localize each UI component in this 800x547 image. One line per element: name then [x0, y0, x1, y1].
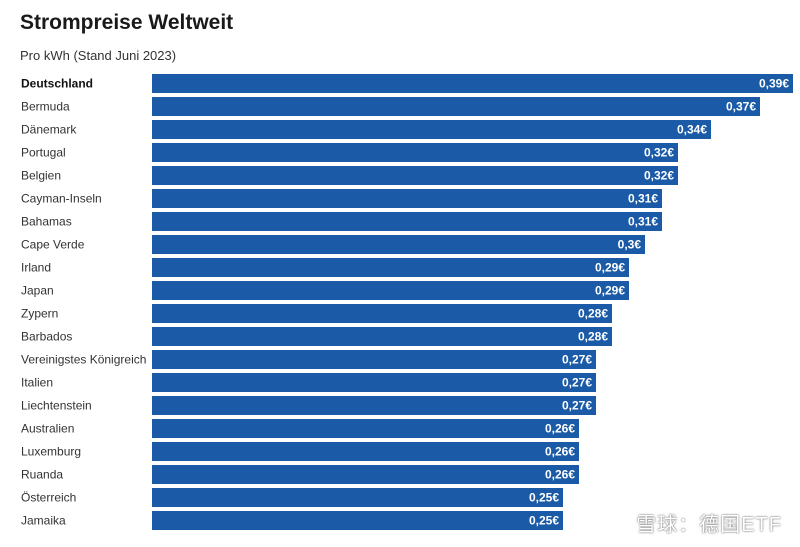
category-label: Irland — [21, 261, 51, 275]
bar — [152, 212, 662, 231]
category-label: Barbados — [21, 330, 72, 344]
value-label: 0,26€ — [545, 422, 575, 436]
value-label: 0,27€ — [562, 399, 592, 413]
category-label: Dänemark — [21, 123, 77, 137]
category-label: Australien — [21, 422, 74, 436]
bar — [152, 442, 579, 461]
bar — [152, 97, 760, 116]
category-label: Österreich — [21, 491, 76, 505]
category-label: Belgien — [21, 169, 61, 183]
value-label: 0,39€ — [759, 77, 789, 91]
value-label: 0,27€ — [562, 376, 592, 390]
bar — [152, 488, 563, 507]
bar — [152, 120, 711, 139]
chart-subtitle: Pro kWh (Stand Juni 2023) — [20, 48, 177, 63]
category-label: Ruanda — [21, 468, 63, 482]
bar — [152, 235, 645, 254]
category-label: Japan — [21, 284, 54, 298]
value-label: 0,32€ — [644, 146, 674, 160]
bar — [152, 396, 596, 415]
value-label: 0,34€ — [677, 123, 707, 137]
bar — [152, 166, 678, 185]
bar — [152, 373, 596, 392]
category-label: Cayman-Inseln — [21, 192, 102, 206]
value-label: 0,28€ — [578, 330, 608, 344]
category-label: Luxemburg — [21, 445, 81, 459]
value-label: 0,29€ — [595, 261, 625, 275]
watermark: 雪球：德国ETF — [636, 514, 782, 536]
value-label: 0,25€ — [529, 491, 559, 505]
value-label: 0,26€ — [545, 468, 575, 482]
bar — [152, 465, 579, 484]
category-label: Bahamas — [21, 215, 72, 229]
bar — [152, 511, 563, 530]
category-label: Jamaika — [21, 514, 66, 528]
category-label: Liechtenstein — [21, 399, 92, 413]
bar — [152, 304, 612, 323]
category-label: Portugal — [21, 146, 66, 160]
category-label: Deutschland — [21, 77, 93, 91]
value-label: 0,28€ — [578, 307, 608, 321]
category-label: Bermuda — [21, 100, 70, 114]
value-label: 0,27€ — [562, 353, 592, 367]
bar — [152, 419, 579, 438]
value-label: 0,29€ — [595, 284, 625, 298]
bar — [152, 258, 629, 277]
bar — [152, 143, 678, 162]
value-label: 0,37€ — [726, 100, 756, 114]
bar — [152, 74, 793, 93]
value-label: 0,25€ — [529, 514, 559, 528]
category-label: Cape Verde — [21, 238, 85, 252]
value-label: 0,31€ — [628, 192, 658, 206]
bar — [152, 350, 596, 369]
value-label: 0,31€ — [628, 215, 658, 229]
bar — [152, 327, 612, 346]
chart-title: Strompreise Weltweit — [20, 11, 234, 34]
bar — [152, 189, 662, 208]
bar — [152, 281, 629, 300]
value-label: 0,26€ — [545, 445, 575, 459]
value-label: 0,3€ — [618, 238, 642, 252]
category-label: Italien — [21, 376, 53, 390]
value-label: 0,32€ — [644, 169, 674, 183]
category-label: Vereinigstes Königreich — [21, 353, 146, 367]
category-label: Zypern — [21, 307, 58, 321]
